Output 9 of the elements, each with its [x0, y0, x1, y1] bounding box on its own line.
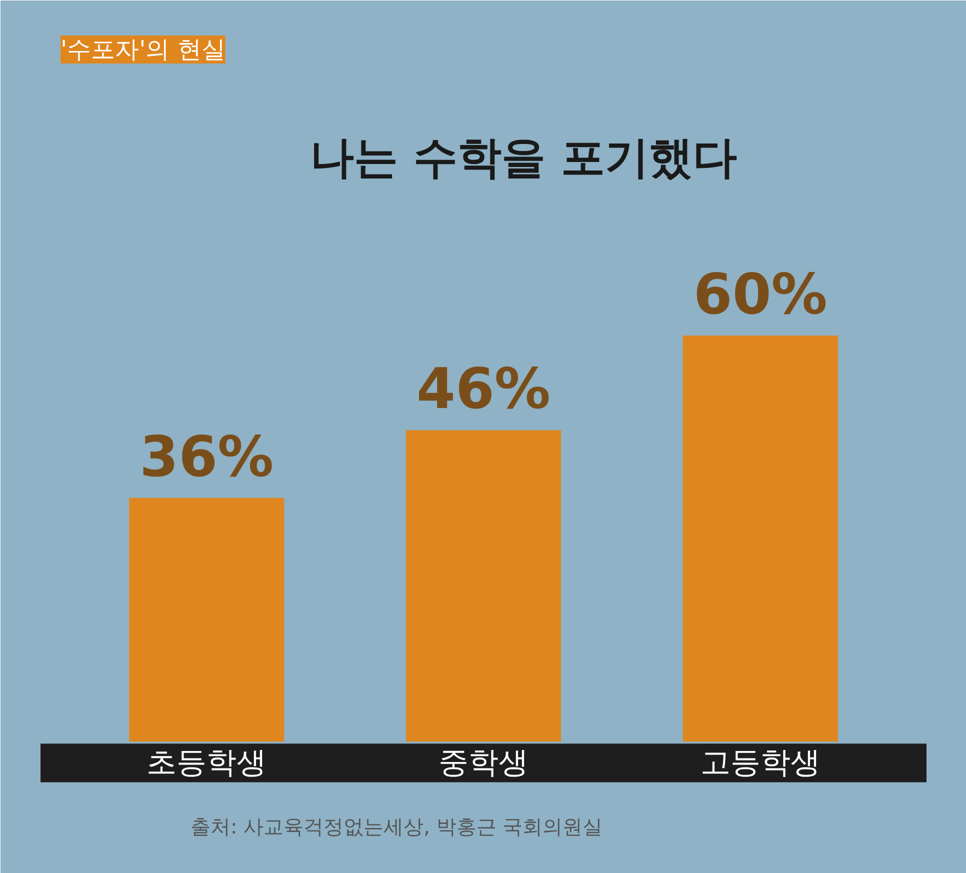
data-label: 46%: [416, 357, 551, 422]
data-label: 60%: [693, 262, 828, 328]
x-tick-label: 중학생: [438, 745, 528, 780]
data-label: 36%: [140, 424, 274, 490]
x-tick-label: 고등학생: [700, 745, 820, 780]
chart-subtitle: '수포자'의 현실: [60, 36, 226, 64]
chart-title: 나는 수학을 포기했다: [310, 132, 737, 184]
source-note: 출처: 사교육걱정없는세상, 박홍근 국회의원실: [190, 814, 603, 838]
x-tick-label: 초등학생: [146, 745, 267, 780]
